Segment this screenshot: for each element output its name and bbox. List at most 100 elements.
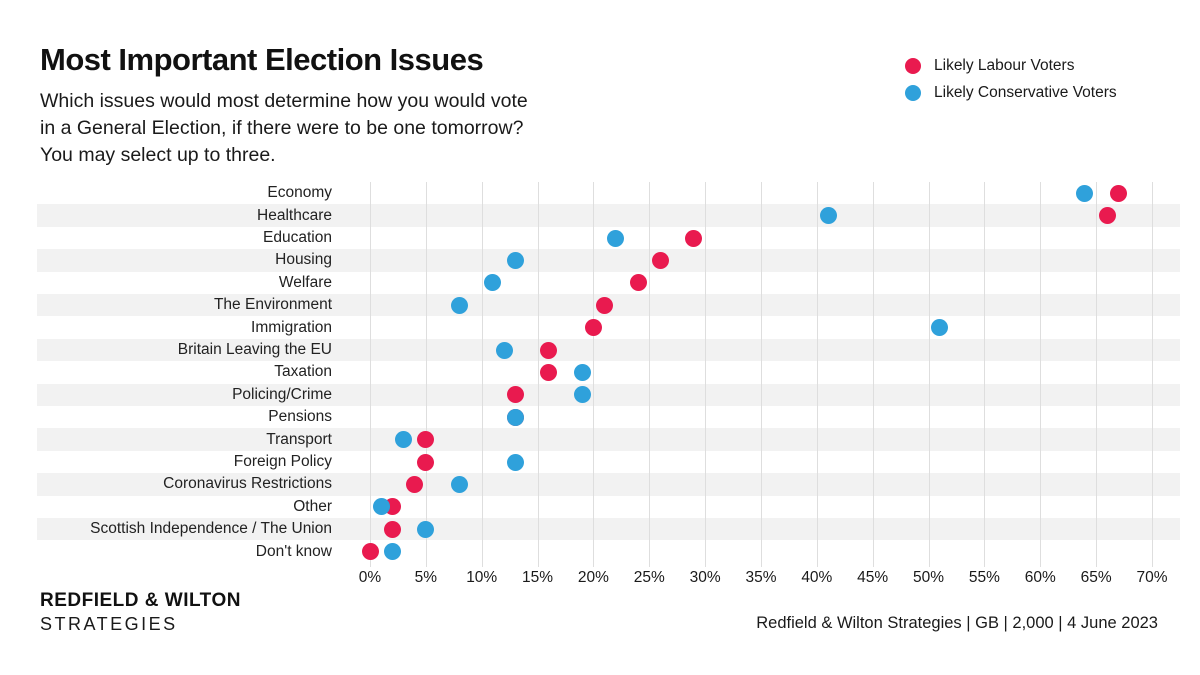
x-axis-tick-label: 0% <box>358 568 382 586</box>
category-label: Policing/Crime <box>232 385 332 403</box>
category-label: Scottish Independence / The Union <box>90 520 332 538</box>
brand-logo-line1: REDFIELD & WILTON <box>40 590 241 611</box>
x-axis-tick-label: 60% <box>1024 568 1056 586</box>
dot-labour <box>506 386 524 404</box>
dot-conservative <box>383 543 401 561</box>
x-axis-tick-label: 30% <box>689 568 721 586</box>
dot-conservative <box>372 498 390 516</box>
legend-item-conservative: Likely Conservative Voters <box>905 79 1117 106</box>
x-gridline <box>1040 182 1042 567</box>
dot-conservative <box>450 475 468 493</box>
category-label: Healthcare <box>257 206 332 224</box>
dot-labour <box>417 431 435 449</box>
dot-labour <box>596 296 614 314</box>
row-band <box>37 428 1180 451</box>
x-axis-tick-label: 35% <box>745 568 777 586</box>
legend-label: Likely Labour Voters <box>934 56 1075 74</box>
x-axis-tick-label: 45% <box>857 568 889 586</box>
dot-labour <box>417 453 435 471</box>
dot-conservative <box>506 408 524 426</box>
dot-labour <box>629 274 647 292</box>
row-band <box>37 383 1180 406</box>
x-axis-tick-label: 40% <box>801 568 833 586</box>
category-label: Economy <box>267 184 332 202</box>
x-gridline <box>705 182 707 567</box>
dot-conservative <box>495 341 513 359</box>
x-axis-tick-label: 10% <box>466 568 498 586</box>
category-label: Foreign Policy <box>233 453 332 470</box>
x-axis-tick-label: 20% <box>577 568 609 586</box>
x-gridline <box>928 182 930 567</box>
dot-labour <box>1109 184 1127 202</box>
legend-label: Likely Conservative Voters <box>934 83 1117 101</box>
chart-subtitle-question: Which issues would most determine how yo… <box>40 88 528 169</box>
dot-labour <box>406 475 424 493</box>
x-gridline <box>481 182 483 567</box>
subtitle-line: in a General Election, if there were to … <box>40 117 524 139</box>
dot-labour <box>506 408 524 426</box>
page-title: Most Important Election Issues <box>40 42 484 77</box>
category-label: Don't know <box>255 542 332 560</box>
category-label: Immigration <box>251 318 332 336</box>
legend-item-labour: Likely Labour Voters <box>905 52 1117 79</box>
dot-labour <box>1098 207 1116 225</box>
x-gridline <box>370 182 371 567</box>
row-band <box>37 249 1180 272</box>
x-axis-tick-label: 15% <box>522 568 554 586</box>
dot-labour <box>361 543 379 561</box>
category-label: Other <box>293 497 332 515</box>
x-gridline <box>1096 182 1098 567</box>
x-axis-tick-label: 25% <box>633 568 665 586</box>
category-label: Housing <box>275 251 332 269</box>
x-axis-tick-label: 5% <box>414 568 438 586</box>
legend-dot-icon <box>905 84 921 101</box>
category-label: Education <box>263 229 332 246</box>
category-label: Pensions <box>268 408 332 426</box>
category-label: Britain Leaving the EU <box>177 341 332 358</box>
x-gridline <box>425 182 427 567</box>
dot-conservative <box>573 386 591 404</box>
dot-labour <box>383 520 401 538</box>
category-label: The Environment <box>213 296 332 314</box>
subtitle-line: You may select up to three. <box>40 144 276 166</box>
dot-conservative <box>506 251 524 269</box>
category-label: Transport <box>266 430 332 448</box>
dot-conservative <box>484 274 502 292</box>
dot-conservative <box>931 319 949 337</box>
dot-conservative <box>417 520 435 538</box>
dot-labour <box>540 363 558 381</box>
legend-dot-icon <box>905 57 921 74</box>
dot-conservative <box>573 363 591 381</box>
dot-conservative <box>450 296 468 314</box>
row-band <box>37 338 1180 362</box>
x-gridline <box>537 182 539 567</box>
dot-labour <box>685 229 703 247</box>
x-axis-tick-label: 50% <box>913 568 945 586</box>
dot-labour <box>584 319 602 337</box>
dot-conservative <box>506 453 524 471</box>
x-gridline <box>816 182 818 567</box>
row-band <box>37 204 1180 227</box>
x-gridline <box>760 182 762 567</box>
dot-labour <box>651 251 669 269</box>
x-gridline <box>872 182 874 567</box>
category-label: Taxation <box>274 363 332 381</box>
category-label: Coronavirus Restrictions <box>163 475 332 493</box>
dot-labour <box>540 341 558 359</box>
row-band <box>37 473 1180 496</box>
dot-conservative <box>1076 184 1094 202</box>
x-gridline <box>593 182 595 567</box>
x-gridline <box>649 182 651 567</box>
x-axis-tick-label: 55% <box>968 568 1000 586</box>
dot-conservative <box>607 229 625 247</box>
dot-conservative <box>819 207 837 225</box>
legend: Likely Labour Voters Likely Conservative … <box>905 52 1117 106</box>
x-gridline <box>1151 182 1153 567</box>
subtitle-line: Which issues would most determine how yo… <box>40 90 528 112</box>
x-axis-tick-label: 65% <box>1080 568 1112 586</box>
dot-conservative <box>395 431 412 449</box>
x-gridline <box>984 182 986 567</box>
brand-logo-line2: STRATEGIES <box>40 614 178 634</box>
dot-labour <box>383 498 401 516</box>
